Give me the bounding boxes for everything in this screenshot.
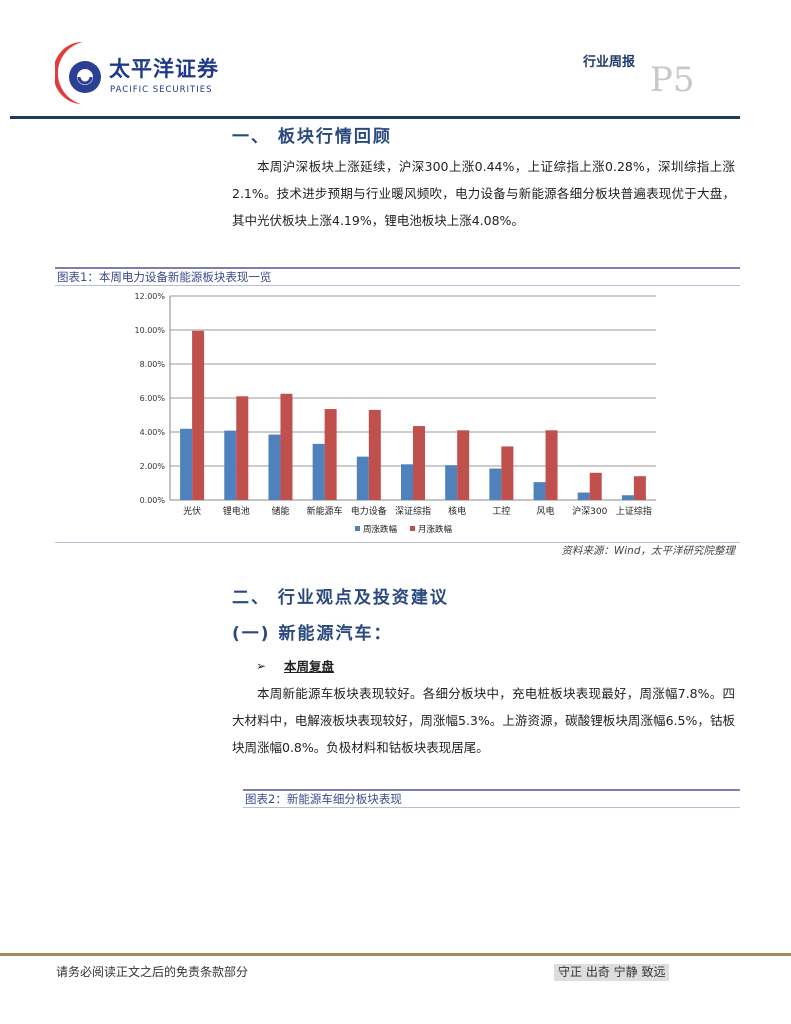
logo-en: PACIFIC SECURITIES bbox=[110, 85, 213, 95]
footer-motto: 守正 出奇 宁静 致远 bbox=[554, 964, 670, 981]
bar-月涨跌幅 bbox=[501, 446, 514, 500]
bar-月涨跌幅 bbox=[324, 409, 337, 500]
legend-swatch bbox=[410, 526, 415, 531]
x-tick-label: 锂电池 bbox=[223, 505, 250, 517]
x-tick-label: 核电 bbox=[448, 505, 466, 517]
chart: 0.00% 2.00% 4.00% 6.00% 8.00% 10.00% 12.00% 光伏 锂… bbox=[134, 292, 656, 535]
report-type: 行业周报 bbox=[583, 55, 636, 70]
footer-disclaimer: 请务必阅读正文之后的免责条款部分 bbox=[56, 965, 249, 979]
logo-icon bbox=[53, 40, 105, 106]
y-tick-label: 0.00% bbox=[140, 496, 166, 505]
bar-月涨跌幅 bbox=[457, 430, 470, 500]
bar-周涨跌幅 bbox=[621, 495, 634, 500]
logo-cn: 太平洋证券 bbox=[109, 57, 219, 81]
legend-swatch bbox=[355, 526, 360, 531]
y-tick-label: 12.00% bbox=[134, 292, 165, 301]
y-tick-label: 2.00% bbox=[140, 462, 166, 471]
bar-月涨跌幅 bbox=[589, 472, 602, 500]
bar-周涨跌幅 bbox=[445, 465, 458, 500]
bar-周涨跌幅 bbox=[489, 468, 502, 500]
x-tick-label: 光伏 bbox=[183, 505, 201, 517]
figure1-caption: 图表1：本周电力设备新能源板块表现一览 bbox=[55, 267, 740, 286]
page-number: P5 bbox=[650, 60, 695, 100]
bar-月涨跌幅 bbox=[413, 426, 425, 500]
x-tick-label: 储能 bbox=[271, 505, 289, 517]
x-tick-label: 工控 bbox=[492, 505, 510, 517]
x-tick-label: 风电 bbox=[537, 505, 555, 517]
figure1-rule bbox=[55, 542, 740, 543]
y-tick-label: 10.00% bbox=[134, 326, 165, 335]
section2-paragraph: 本周新能源车板块表现较好。各细分板块中，充电桩板块表现最好，周涨幅7.8%。四大… bbox=[232, 686, 735, 755]
y-tick-label: 6.00% bbox=[140, 394, 166, 403]
y-tick-label: 8.00% bbox=[140, 360, 166, 369]
bar-周涨跌幅 bbox=[268, 434, 281, 500]
bar-周涨跌幅 bbox=[224, 430, 237, 500]
footer-rule bbox=[0, 953, 791, 956]
figure1-source: 资料来源：Wind，太平洋研究院整理 bbox=[561, 545, 735, 557]
bar-月涨跌幅 bbox=[280, 393, 293, 500]
bar-周涨跌幅 bbox=[401, 464, 413, 500]
y-tick-label: 4.00% bbox=[140, 428, 166, 437]
x-tick-label: 电力设备 bbox=[351, 505, 387, 517]
bar-周涨跌幅 bbox=[180, 428, 193, 500]
bar-周涨跌幅 bbox=[312, 443, 325, 500]
x-tick-label: 新能源车 bbox=[307, 505, 343, 517]
section2-subtitle: (一) 新能源汽车： bbox=[232, 624, 393, 644]
bar-周涨跌幅 bbox=[577, 492, 590, 500]
x-tick-label: 上证综指 bbox=[616, 505, 652, 517]
arrow-bullet-icon: ➢ bbox=[256, 659, 267, 673]
x-tick-label: 沪深300 bbox=[572, 505, 607, 517]
bar-月涨跌幅 bbox=[368, 409, 381, 500]
legend-label: 月涨跌幅 bbox=[418, 524, 453, 535]
section1-paragraph: 本周沪深板块上涨延续，沪深300上涨0.44%，上证综指上涨0.28%，深圳综指… bbox=[232, 159, 735, 228]
bar-月涨跌幅 bbox=[545, 430, 558, 500]
bar-月涨跌幅 bbox=[633, 476, 646, 500]
bar-月涨跌幅 bbox=[192, 330, 205, 500]
figure2-caption: 图表2：新能源车细分板块表现 bbox=[243, 789, 740, 808]
section2-title: 二、 行业观点及投资建议 bbox=[232, 588, 449, 608]
bullet-heading: 本周复盘 bbox=[284, 659, 335, 674]
bar-月涨跌幅 bbox=[236, 396, 249, 500]
section1-title: 一、 板块行情回顾 bbox=[232, 127, 392, 147]
x-tick-label: 深证综指 bbox=[395, 505, 431, 517]
bar-周涨跌幅 bbox=[533, 482, 546, 500]
bar-周涨跌幅 bbox=[356, 456, 369, 500]
legend-label: 周涨跌幅 bbox=[363, 524, 398, 535]
header-rule bbox=[10, 116, 740, 119]
